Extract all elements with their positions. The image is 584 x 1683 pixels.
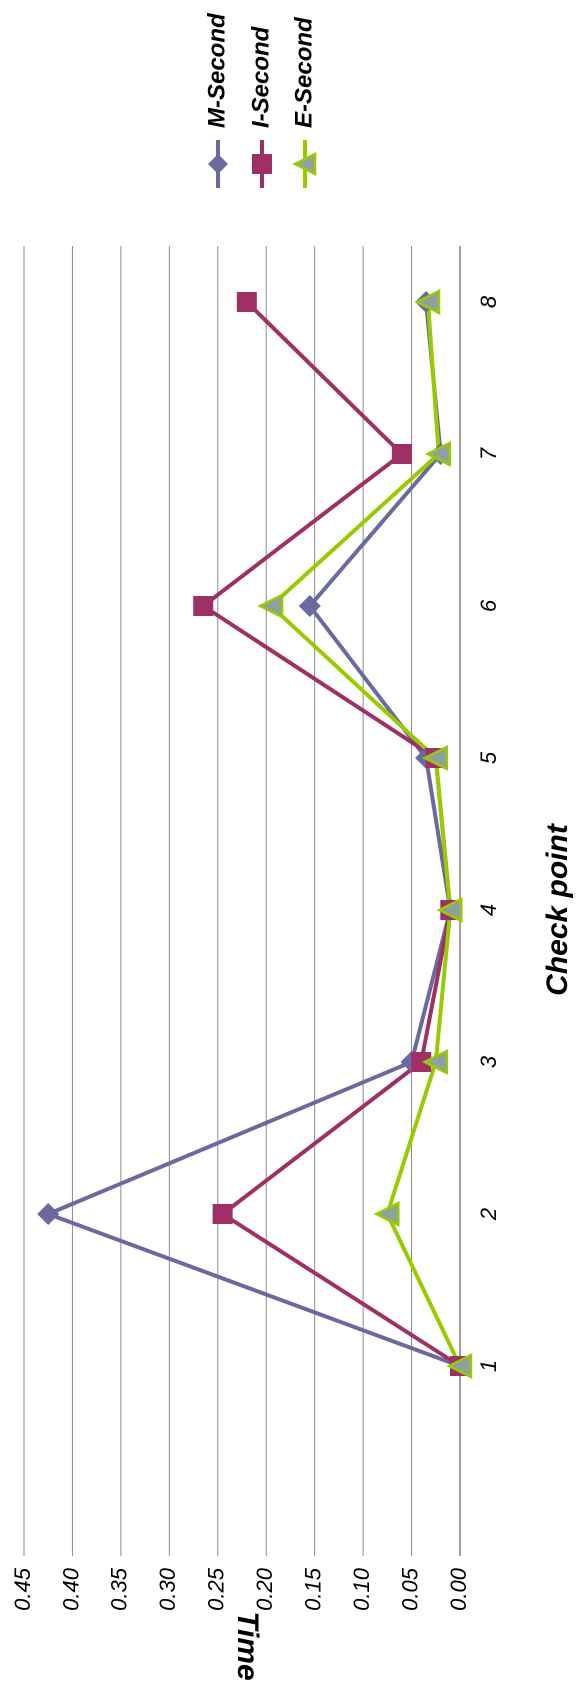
- x-tick-label: 3: [476, 1055, 501, 1068]
- y-tick-labels: 0.00 0.05 0.10 0.15 0.20 0.25 0.30 0.35 0.40 0.45: [10, 1567, 471, 1611]
- y-tick-label: 0.05: [397, 1567, 422, 1611]
- data-point-marker: [436, 896, 463, 924]
- data-point-marker: [298, 595, 321, 617]
- legend: M-Second I-Second E-Second: [203, 12, 317, 188]
- y-tick-label: 0.10: [349, 1567, 374, 1611]
- y-tick-label: 0.15: [300, 1567, 325, 1611]
- legend-marker: [292, 151, 317, 177]
- y-tick-label: 0.40: [58, 1567, 83, 1611]
- x-tick-label: 6: [476, 599, 501, 612]
- series-lines: [46, 300, 462, 1368]
- data-point-marker: [257, 592, 284, 620]
- legend-label: I-Second: [247, 25, 274, 128]
- data-point-marker: [212, 1204, 233, 1224]
- x-tick-label: 4: [476, 904, 501, 916]
- x-tick-label: 8: [476, 295, 501, 308]
- legend-marker: [252, 154, 272, 174]
- legend-marker: [208, 154, 228, 174]
- x-tick-label: 7: [476, 447, 501, 460]
- data-point-marker: [421, 744, 449, 772]
- y-tick-label: 0.45: [10, 1567, 35, 1611]
- x-axis-title: Check point: [541, 822, 574, 996]
- data-point-marker: [193, 596, 214, 616]
- data-point-marker: [411, 1052, 432, 1072]
- data-point-marker: [37, 1203, 60, 1225]
- legend-label: E-Second: [290, 16, 317, 128]
- series-line-i-second: [201, 300, 462, 1368]
- data-point-marker: [424, 440, 451, 468]
- series-markers: [37, 288, 473, 1380]
- y-tick-label: 0.00: [446, 1567, 471, 1611]
- data-point-marker: [446, 1352, 473, 1380]
- data-point-marker: [236, 292, 257, 312]
- series-line-m-second: [46, 301, 461, 1368]
- series-line-e-second: [269, 301, 462, 1367]
- y-tick-label: 0.30: [155, 1567, 180, 1611]
- y-tick-label: 0.35: [107, 1567, 132, 1611]
- x-tick-label: 1: [476, 1360, 501, 1372]
- x-tick-labels: 1 2 3 4 5 6 7 8: [476, 295, 501, 1372]
- y-tick-label: 0.25: [204, 1567, 229, 1611]
- x-tick-label: 2: [476, 1208, 501, 1221]
- data-point-marker: [373, 1200, 400, 1228]
- gridlines: [23, 246, 413, 1556]
- data-point-marker: [414, 288, 441, 316]
- y-tick-label: 0.20: [252, 1567, 277, 1611]
- x-tick-label: 5: [476, 751, 501, 764]
- data-point-marker: [421, 1048, 449, 1076]
- y-axis-title: Time: [231, 1611, 264, 1680]
- legend-label: M-Second: [203, 12, 230, 128]
- data-point-marker: [391, 444, 412, 464]
